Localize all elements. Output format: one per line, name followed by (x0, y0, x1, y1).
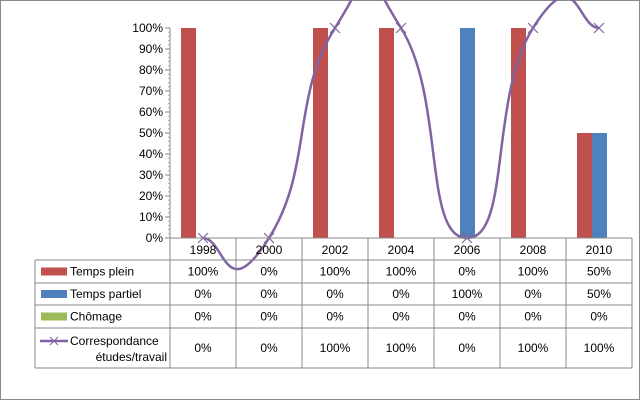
y-tick-label: 100% (132, 21, 163, 35)
table-cell: 0% (194, 287, 212, 301)
table-cell: 100% (386, 265, 417, 279)
bar-temps-plein (577, 133, 592, 238)
legend-label: Chômage (70, 310, 122, 324)
table-cell: 0% (326, 310, 344, 324)
table-cell: 0% (194, 341, 212, 355)
category-label: 2004 (388, 243, 415, 257)
table-cell: 0% (260, 265, 278, 279)
category-label: 1998 (190, 243, 217, 257)
category-label: 2006 (454, 243, 481, 257)
y-tick-label: 30% (139, 168, 163, 182)
line-correspondance (202, 0, 600, 271)
bar-temps-partiel (460, 28, 475, 238)
legend-key (41, 267, 67, 276)
legend-label: études/travail (96, 350, 167, 364)
y-tick-label: 0% (146, 231, 164, 245)
legend-label: Temps plein (70, 265, 134, 279)
category-label: 2008 (520, 243, 547, 257)
table-cell: 0% (458, 310, 476, 324)
y-tick-label: 90% (139, 42, 163, 56)
y-tick-label: 10% (139, 210, 163, 224)
line-marker-x (527, 22, 539, 34)
table-cell: 100% (320, 341, 351, 355)
table-cell: 100% (320, 265, 351, 279)
y-tick-label: 70% (139, 84, 163, 98)
line-marker-x (395, 22, 407, 34)
table-cell: 50% (587, 265, 611, 279)
table-cell: 0% (326, 287, 344, 301)
bar-temps-plein (313, 28, 328, 238)
table-cell: 0% (260, 310, 278, 324)
table-cell: 0% (590, 310, 608, 324)
table-cell: 100% (584, 341, 615, 355)
bar-temps-partiel (592, 133, 607, 238)
table-cell: 0% (194, 310, 212, 324)
legend-label: Correspondance (70, 334, 159, 348)
bar-temps-plein (511, 28, 526, 238)
category-label: 2002 (322, 243, 349, 257)
bar-temps-plein (181, 28, 196, 238)
category-label: 2010 (586, 243, 613, 257)
legend-key-marker (49, 336, 59, 346)
table-cell: 0% (260, 341, 278, 355)
table-cell: 0% (524, 310, 542, 324)
category-label: 2000 (256, 243, 283, 257)
table-cell: 0% (392, 310, 410, 324)
y-tick-label: 50% (139, 126, 163, 140)
table-cell: 100% (518, 265, 549, 279)
table-cell: 100% (518, 341, 549, 355)
table-cell: 100% (386, 341, 417, 355)
y-tick-label: 20% (139, 189, 163, 203)
y-tick-label: 40% (139, 147, 163, 161)
line-marker-x (593, 22, 605, 34)
table-cell: 100% (452, 287, 483, 301)
table-cell: 0% (260, 287, 278, 301)
line-marker-x (329, 22, 341, 34)
table-cell: 0% (392, 287, 410, 301)
y-tick-label: 80% (139, 63, 163, 77)
table-cell: 100% (188, 265, 219, 279)
legend-label: Temps partiel (70, 287, 141, 301)
y-tick-label: 60% (139, 105, 163, 119)
legend-key (41, 290, 67, 298)
bar-temps-plein (379, 28, 394, 238)
legend-key (41, 312, 67, 321)
table-cell: 0% (458, 265, 476, 279)
table-cell: 0% (458, 341, 476, 355)
table-cell: 0% (524, 287, 542, 301)
table-cell: 50% (587, 287, 611, 301)
